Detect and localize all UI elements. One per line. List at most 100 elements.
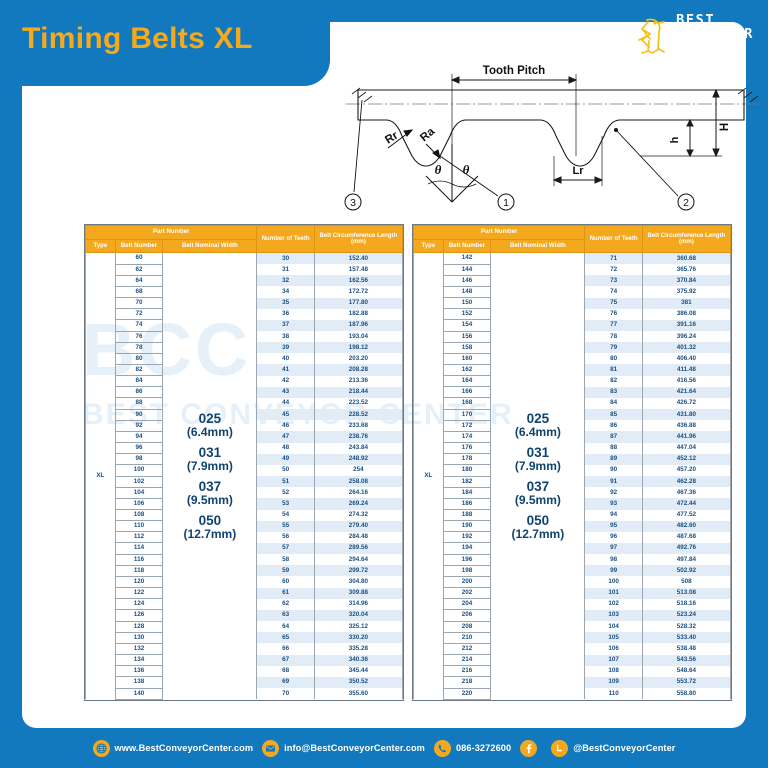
spec-table-left: Part Number Number of Teeth Belt Circumf… <box>84 224 404 701</box>
cell-belt-number: 146 <box>442 275 492 287</box>
cell-number-of-teeth: 90 <box>584 464 643 477</box>
cell-number-of-teeth: 37 <box>256 319 315 331</box>
cell-number-of-teeth: 46 <box>256 420 315 432</box>
table-row: 156 78 396.24 <box>414 331 732 343</box>
footer-facebook[interactable] <box>520 739 542 757</box>
cell-belt-circumference-length: 320.04 <box>313 609 404 622</box>
cell-number-of-teeth: 40 <box>256 353 315 365</box>
cell-belt-circumference-length: 340.36 <box>313 654 404 666</box>
cell-belt-number: 60 <box>114 252 164 265</box>
table-row: 72 36 182.88 <box>86 308 404 321</box>
footer-line[interactable]: @BestConveyorCenter <box>551 739 675 757</box>
belt-cross-section-diagram: Tooth Pitch Rr Ra θ θ <box>344 65 766 211</box>
cell-number-of-teeth: 87 <box>584 431 643 443</box>
cell-number-of-teeth: 36 <box>256 308 315 320</box>
cell-belt-number: 220 <box>442 688 492 700</box>
cell-number-of-teeth: 60 <box>256 576 315 588</box>
cell-belt-circumference-length: 401.32 <box>641 342 732 354</box>
callout-2-label: 2 <box>683 197 689 209</box>
footer-website[interactable]: www.BestConveyorCenter.com <box>92 739 254 757</box>
cell-belt-number: 62 <box>114 264 164 276</box>
footer-phone[interactable]: 086-3272600 <box>433 739 511 757</box>
table-row: 84 42 213.36 <box>86 375 404 388</box>
cell-belt-number: 170 <box>442 409 492 421</box>
cell-belt-circumference-length: 269.24 <box>313 498 404 510</box>
cell-belt-number: 142 <box>442 252 492 265</box>
table-row: 116 58 294.64 <box>86 554 404 566</box>
cell-number-of-teeth: 72 <box>584 264 643 276</box>
table-row: 70 35 177.80 <box>86 297 404 310</box>
cell-number-of-teeth: 38 <box>256 331 315 343</box>
cell-belt-number: 130 <box>114 632 164 644</box>
width-mm: (6.4mm) <box>186 425 233 440</box>
cell-belt-number: 192 <box>442 531 492 544</box>
table-row: 64 32 162.56 <box>86 275 404 287</box>
label-lr: Lr <box>573 165 585 177</box>
table-row: 216 108 548.64 <box>414 665 732 678</box>
cell-belt-circumference-length: 248.92 <box>313 453 404 465</box>
cell-number-of-teeth: 31 <box>256 264 315 276</box>
cell-number-of-teeth: 75 <box>584 297 643 309</box>
width-mm: (12.7mm) <box>183 526 237 541</box>
cell-number-of-teeth: 98 <box>584 554 643 566</box>
cell-belt-number: 218 <box>442 676 492 689</box>
table-row: 120 60 304.80 <box>86 576 404 589</box>
cell-number-of-teeth: 65 <box>256 632 315 644</box>
cell-belt-number: 120 <box>114 576 164 589</box>
table-row: 158 79 401.32 <box>414 342 732 354</box>
table-row: 90 45 228.52 <box>86 409 404 421</box>
cell-number-of-teeth: 58 <box>256 554 315 566</box>
th-number-of-teeth-left: Number of Teeth <box>256 224 315 254</box>
cell-number-of-teeth: 100 <box>584 576 643 588</box>
cell-belt-number: 148 <box>442 286 492 299</box>
cell-belt-number: 172 <box>442 420 492 432</box>
spec-table-right-body: XL 142 025 (6.4mm) 031 (7.9mm) 037 (9.5mm) 050 (1… <box>413 252 732 700</box>
cell-belt-number: 98 <box>114 453 164 466</box>
cell-belt-circumference-length: 452.12 <box>641 453 732 465</box>
cell-belt-number: 112 <box>114 531 164 544</box>
width-code: 050 <box>526 512 550 528</box>
cell-belt-number: 102 <box>114 476 164 488</box>
table-row: 62 31 157.48 <box>86 264 404 276</box>
cell-belt-circumference-length: 289.56 <box>313 542 404 555</box>
cell-belt-number: 108 <box>114 509 164 522</box>
cell-belt-number: 70 <box>114 297 164 310</box>
cell-belt-number: 96 <box>114 442 164 455</box>
width-code: 025 <box>526 411 550 427</box>
envelope-icon <box>262 739 280 757</box>
table-row: 214 107 543.56 <box>414 654 732 667</box>
cell-belt-number: 202 <box>442 587 492 600</box>
cell-belt-number: 174 <box>442 431 492 444</box>
width-option: 025 (6.4mm) <box>187 412 233 439</box>
footer-email[interactable]: info@BestConveyorCenter.com <box>262 739 425 757</box>
cell-belt-circumference-length: 325.12 <box>313 621 404 633</box>
cell-belt-number: 184 <box>442 487 492 499</box>
table-row: 144 72 365.76 <box>414 264 732 276</box>
cell-belt-circumference-length: 548.64 <box>641 665 732 677</box>
cell-number-of-teeth: 80 <box>584 353 643 365</box>
label-ra: Ra <box>418 125 437 144</box>
cell-number-of-teeth: 99 <box>584 565 643 577</box>
width-option: 037 (9.5mm) <box>187 479 233 507</box>
cell-belt-circumference-length: 426.72 <box>641 397 732 410</box>
cell-number-of-teeth: 86 <box>584 420 643 432</box>
cell-belt-number: 182 <box>442 476 492 488</box>
cell-belt-circumference-length: 467.36 <box>641 487 732 499</box>
table-row: 212 106 538.48 <box>414 643 732 656</box>
cell-belt-number: 154 <box>442 319 492 332</box>
table-row: 108 54 274.32 <box>86 509 404 522</box>
cell-belt-circumference-length: 375.92 <box>641 286 732 298</box>
cell-belt-number: 116 <box>114 554 164 566</box>
table-row: 210 105 533.40 <box>414 632 732 644</box>
table-row: 128 64 325.12 <box>86 621 404 633</box>
table-row: 188 94 477.52 <box>414 509 732 522</box>
width-mm: (6.4mm) <box>514 425 561 440</box>
cell-belt-number: 160 <box>442 353 492 365</box>
cell-belt-circumference-length: 497.84 <box>641 554 732 566</box>
cell-belt-circumference-length: 335.28 <box>313 643 404 655</box>
cell-number-of-teeth: 42 <box>256 375 315 387</box>
cell-number-of-teeth: 54 <box>256 509 315 521</box>
cell-belt-number: 166 <box>442 386 492 399</box>
cell-number-of-teeth: 95 <box>584 520 643 532</box>
table-row: 206 103 523.24 <box>414 609 732 622</box>
